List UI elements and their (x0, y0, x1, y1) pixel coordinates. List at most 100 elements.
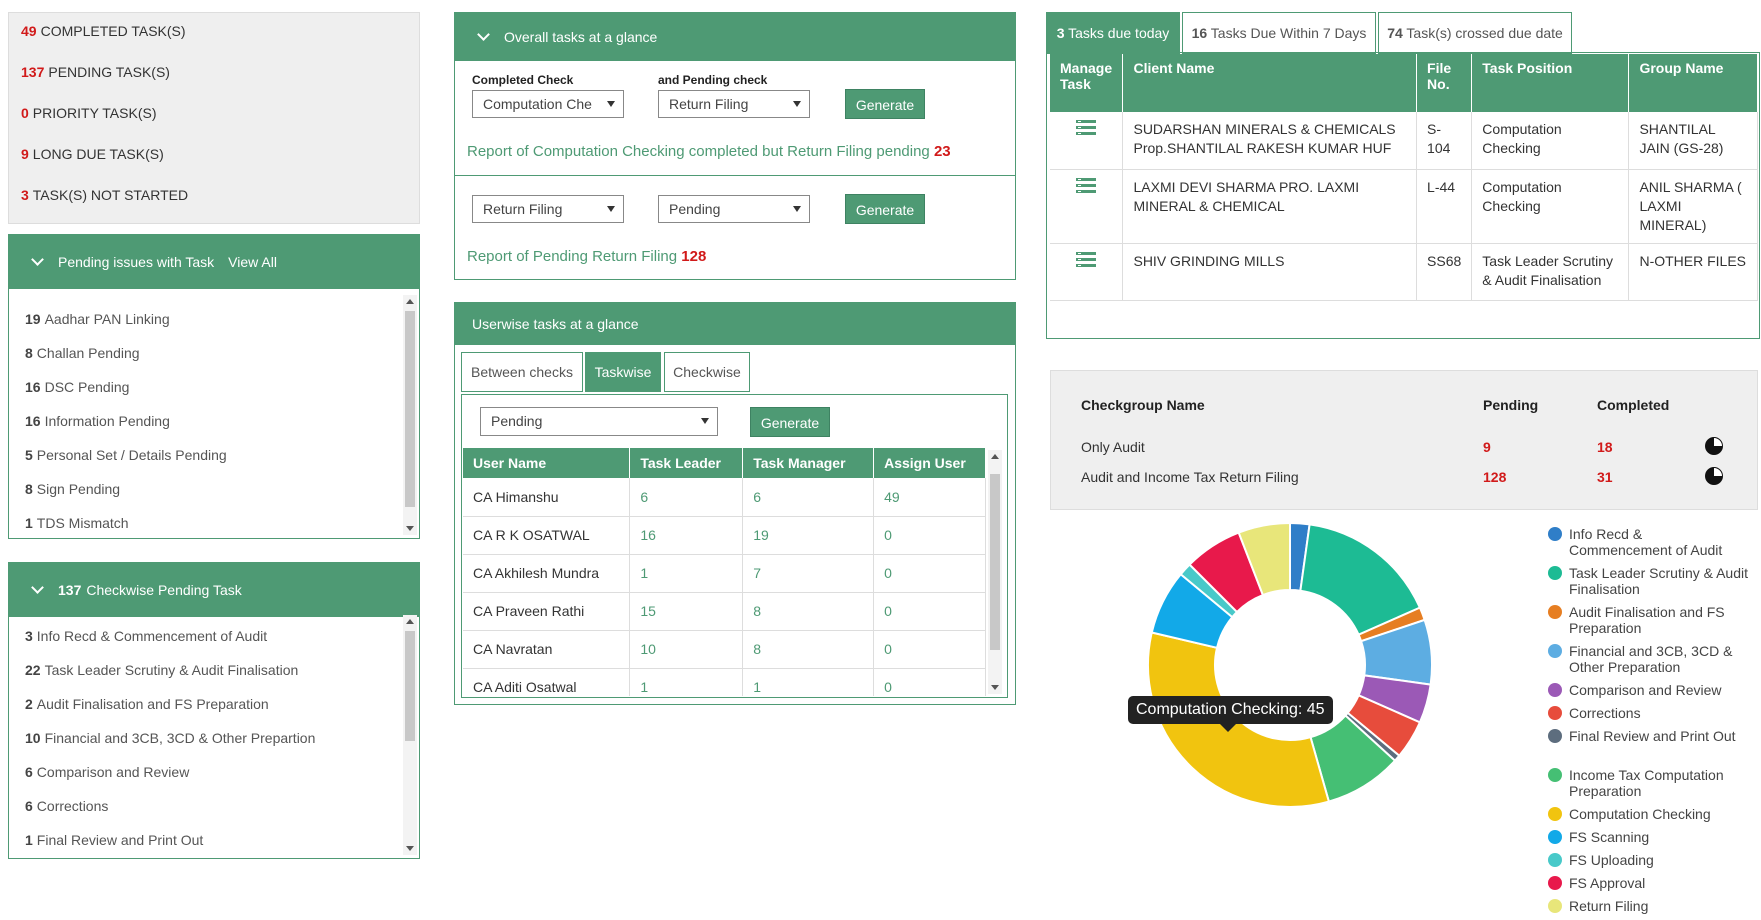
summary-item[interactable]: 9 LONG DUE TASK(S) (21, 146, 164, 162)
checkgroup-completed[interactable]: 18 (1597, 439, 1613, 455)
status-select[interactable]: Pending (658, 195, 810, 223)
table-cell[interactable]: 7 (742, 554, 875, 593)
donut-slice[interactable] (1237, 521, 1291, 597)
legend-item[interactable]: Computation Checking (1548, 806, 1748, 822)
column-header[interactable]: Assign User (873, 448, 986, 478)
table-cell[interactable]: 0 (873, 630, 986, 669)
scroll-up-icon[interactable] (991, 454, 999, 459)
legend-item[interactable]: Return Filing (1548, 898, 1748, 914)
chevron-down-icon[interactable] (31, 253, 44, 266)
manage-task-icon[interactable] (1076, 251, 1097, 268)
legend-item[interactable]: Task Leader Scrutiny & Audit Finalisatio… (1548, 565, 1748, 597)
tab-checkwise[interactable]: Checkwise (664, 352, 750, 392)
chevron-down-icon[interactable] (31, 581, 44, 594)
list-item[interactable]: 3 Info Recd & Commencement of Audit (25, 628, 267, 644)
scrollbar[interactable] (403, 295, 417, 535)
table-cell[interactable]: 6 (629, 478, 744, 517)
scroll-down-icon[interactable] (406, 846, 414, 851)
scroll-thumb[interactable] (990, 474, 1000, 650)
table-cell[interactable]: 0 (873, 554, 986, 593)
completed-check-select[interactable]: Computation Che (472, 90, 624, 118)
tab-taskwise[interactable]: Taskwise (585, 352, 661, 392)
table-cell[interactable]: 10 (629, 630, 744, 669)
checkgroup-pending[interactable]: 128 (1483, 469, 1507, 485)
list-item[interactable]: 8 Sign Pending (25, 481, 120, 497)
list-item[interactable]: 6 Corrections (25, 798, 108, 814)
report-link-2[interactable]: Report of Pending Return Filing 128 (467, 248, 706, 265)
column-header[interactable]: Task Manager (742, 448, 875, 478)
table-cell[interactable]: 0 (873, 516, 986, 555)
list-item[interactable]: 16 DSC Pending (25, 379, 129, 395)
checkwise-header[interactable]: 137 Checkwise Pending Task (9, 563, 419, 617)
legend-item[interactable]: FS Scanning (1548, 829, 1748, 845)
legend-item[interactable]: Info Recd & Commencement of Audit (1548, 526, 1748, 558)
scroll-thumb[interactable] (405, 311, 415, 507)
table-cell[interactable]: 16 (629, 516, 744, 555)
report-link-1[interactable]: Report of Computation Checking completed… (467, 143, 951, 160)
check-select[interactable]: Return Filing (472, 195, 624, 223)
table-cell[interactable]: 1 (742, 668, 875, 696)
pie-chart-icon[interactable] (1705, 437, 1723, 455)
scroll-up-icon[interactable] (406, 299, 414, 304)
summary-item[interactable]: 137 PENDING TASK(S) (21, 64, 170, 80)
column-header[interactable]: Task Leader (629, 448, 744, 478)
table-cell[interactable]: 8 (742, 592, 875, 631)
taskwise-status-select[interactable]: Pending (480, 407, 718, 436)
tab-crossed-due[interactable]: 74 Task(s) crossed due date (1378, 12, 1572, 54)
userwise-header[interactable]: Userwise tasks at a glance (455, 303, 1015, 345)
scroll-down-icon[interactable] (991, 685, 999, 690)
list-item[interactable]: 10 Financial and 3CB, 3CD & Other Prepart… (25, 730, 315, 746)
table-cell[interactable]: 6 (742, 478, 875, 517)
legend-item[interactable]: Final Review and Print Out (1548, 728, 1748, 744)
tab-between-checks[interactable]: Between checks (461, 352, 583, 392)
list-item[interactable]: 6 Comparison and Review (25, 764, 189, 780)
scroll-up-icon[interactable] (406, 619, 414, 624)
list-item[interactable]: 5 Personal Set / Details Pending (25, 447, 227, 463)
scroll-down-icon[interactable] (406, 526, 414, 531)
manage-task-icon[interactable] (1076, 120, 1097, 136)
manage-task-icon[interactable] (1076, 177, 1097, 194)
table-cell[interactable]: 0 (873, 592, 986, 631)
list-item[interactable]: 2 Audit Finalisation and FS Preparation (25, 696, 269, 712)
legend-item[interactable]: Audit Finalisation and FS Preparation (1548, 604, 1748, 636)
tab-due-today[interactable]: 3 Tasks due today (1046, 12, 1180, 54)
scrollbar[interactable] (988, 450, 1002, 694)
tab-due-7-days[interactable]: 16 Tasks Due Within 7 Days (1182, 12, 1376, 54)
summary-item[interactable]: 49 COMPLETED TASK(S) (21, 23, 186, 39)
table-cell[interactable]: 15 (629, 592, 744, 631)
table-cell[interactable]: 8 (742, 630, 875, 669)
legend-item[interactable]: FS Approval (1548, 875, 1748, 891)
chevron-down-icon[interactable] (477, 28, 490, 41)
view-all-link[interactable]: View All (228, 254, 277, 270)
legend-item[interactable]: FS Uploading (1548, 852, 1748, 868)
legend-item[interactable]: Corrections (1548, 705, 1748, 721)
checkgroup-pending[interactable]: 9 (1483, 439, 1491, 455)
legend-item[interactable]: Comparison and Review (1548, 682, 1748, 698)
generate-button[interactable]: Generate (845, 89, 925, 119)
column-header[interactable]: User Name (463, 448, 631, 478)
list-item[interactable]: 1 TDS Mismatch (25, 515, 129, 531)
list-item[interactable]: 22 Task Leader Scrutiny & Audit Finalisat… (25, 662, 298, 678)
scroll-thumb[interactable] (405, 631, 415, 741)
generate-button[interactable]: Generate (750, 407, 830, 437)
summary-item[interactable]: 3 TASK(S) NOT STARTED (21, 187, 188, 203)
table-cell[interactable]: 49 (873, 478, 986, 517)
table-cell[interactable]: 1 (629, 668, 744, 696)
pending-check-select[interactable]: Return Filing (658, 90, 810, 118)
pie-chart-icon[interactable] (1705, 467, 1723, 485)
pending-issues-header[interactable]: Pending issues with Task View All (9, 235, 419, 289)
overall-header[interactable]: Overall tasks at a glance (455, 13, 1015, 61)
table-cell[interactable]: 1 (629, 554, 744, 593)
generate-button[interactable]: Generate (845, 194, 925, 224)
list-item[interactable]: 1 Final Review and Print Out (25, 832, 203, 848)
table-cell[interactable]: 0 (873, 668, 986, 696)
table-cell[interactable]: 19 (742, 516, 875, 555)
list-item[interactable]: 16 Information Pending (25, 413, 170, 429)
summary-item[interactable]: 0 PRIORITY TASK(S) (21, 105, 157, 121)
legend-item[interactable]: Income Tax Computation Preparation (1548, 767, 1748, 799)
list-item[interactable]: 19 Aadhar PAN Linking (25, 311, 170, 327)
checkgroup-completed[interactable]: 31 (1597, 469, 1613, 485)
scrollbar[interactable] (403, 615, 417, 855)
list-item[interactable]: 8 Challan Pending (25, 345, 140, 361)
legend-item[interactable]: Financial and 3CB, 3CD & Other Preparati… (1548, 643, 1748, 675)
